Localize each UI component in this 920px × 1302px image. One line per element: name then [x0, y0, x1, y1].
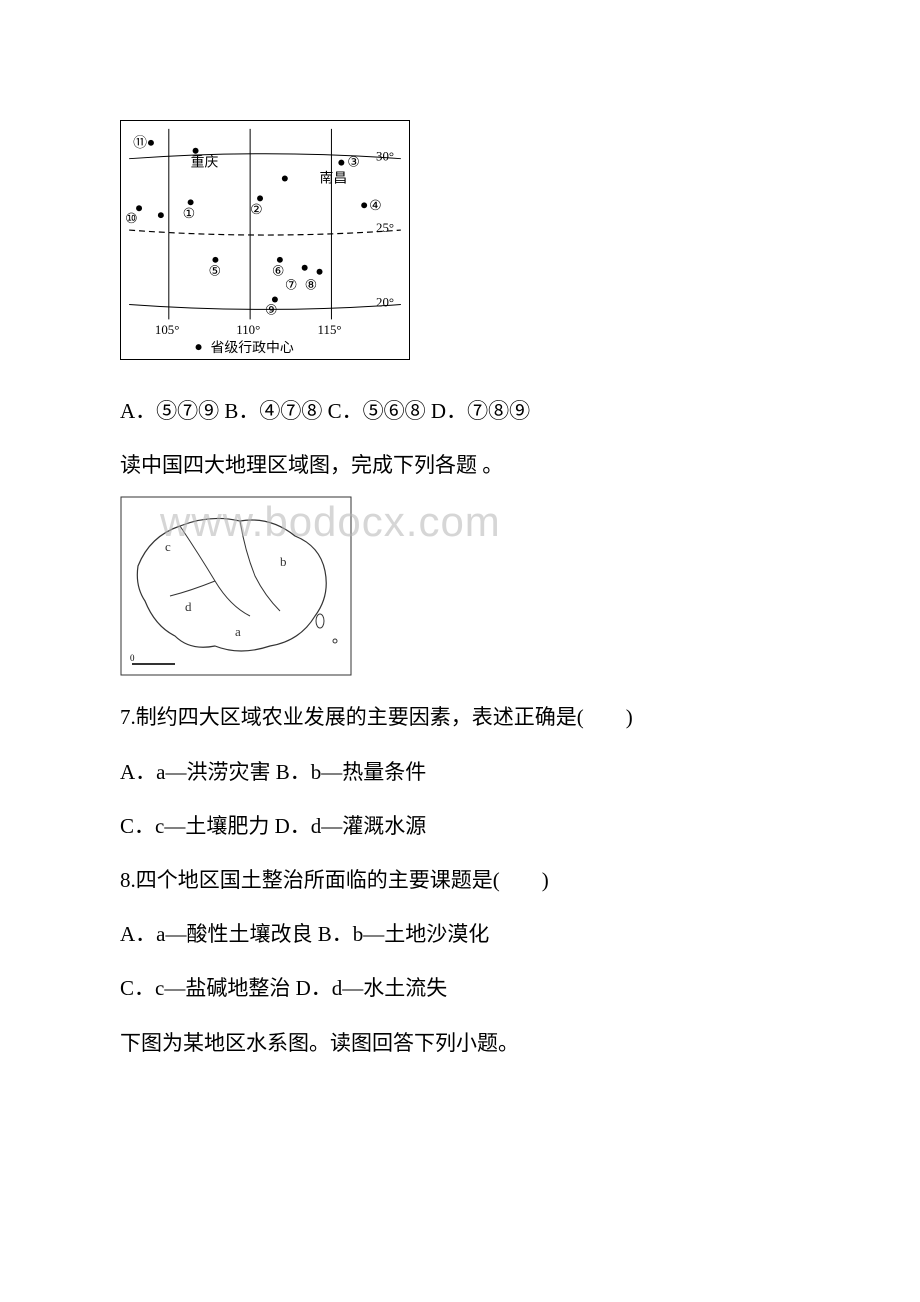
label-nanchang: 南昌	[320, 170, 348, 186]
china-regions-map: c d a b 0	[120, 496, 352, 676]
pt-1: ①	[183, 207, 195, 222]
label-chongqing: 重庆	[191, 155, 219, 171]
map-legend: 省级行政中心	[210, 340, 293, 356]
province-map-svg: 30° 25° 20° 105° 110° 115° ⑪ 重庆 ③ 南昌 ⑩ ①…	[121, 121, 409, 359]
lon-115: 115°	[318, 323, 342, 337]
pt-11: ⑪	[133, 135, 147, 151]
pt-8: ⑧	[305, 279, 317, 294]
q7-stem: 7.制约四大区域农业发展的主要因素，表述正确是( )	[120, 694, 800, 740]
q8-options-ab: A．a—酸性土壤改良 B．b—土地沙漠化	[120, 911, 800, 957]
lat-30: 30°	[376, 150, 394, 164]
pt-9: ⑨	[265, 303, 277, 318]
lon-105: 105°	[155, 323, 179, 337]
svg-text:0: 0	[130, 653, 135, 663]
pt-2: ②	[250, 203, 262, 218]
pt-3: ③	[347, 156, 359, 171]
svg-text:b: b	[280, 554, 287, 569]
q7-options-ab: A．a—洪涝灾害 B．b—热量条件	[120, 749, 800, 795]
pt-7: ⑦	[285, 279, 297, 294]
q7-options-cd: C．c—土壤肥力 D．d—灌溉水源	[120, 803, 800, 849]
pt-5: ⑤	[208, 265, 220, 280]
lon-110: 110°	[236, 323, 260, 337]
intro-china-regions: 读中国四大地理区域图，完成下列各题 。	[120, 442, 800, 488]
svg-text:d: d	[185, 599, 192, 614]
svg-text:a: a	[235, 624, 241, 639]
intro-water-system: 下图为某地区水系图。读图回答下列小题。	[120, 1020, 800, 1066]
q8-options-cd: C．c—盐碱地整治 D．d—水土流失	[120, 965, 800, 1011]
svg-text:c: c	[165, 539, 171, 554]
prev-question-options: A．⑤⑦⑨ B．④⑦⑧ C．⑤⑥⑧ D．⑦⑧⑨	[120, 388, 800, 434]
province-center-map: 30° 25° 20° 105° 110° 115° ⑪ 重庆 ③ 南昌 ⑩ ①…	[120, 120, 410, 360]
q8-stem: 8.四个地区国土整治所面临的主要课题是( )	[120, 857, 800, 903]
pt-6: ⑥	[272, 265, 284, 280]
lat-20: 20°	[376, 295, 394, 309]
lat-25: 25°	[376, 221, 394, 235]
pt-4: ④	[369, 199, 381, 214]
pt-10: ⑩	[125, 212, 137, 227]
china-map-svg: c d a b 0	[120, 496, 352, 676]
